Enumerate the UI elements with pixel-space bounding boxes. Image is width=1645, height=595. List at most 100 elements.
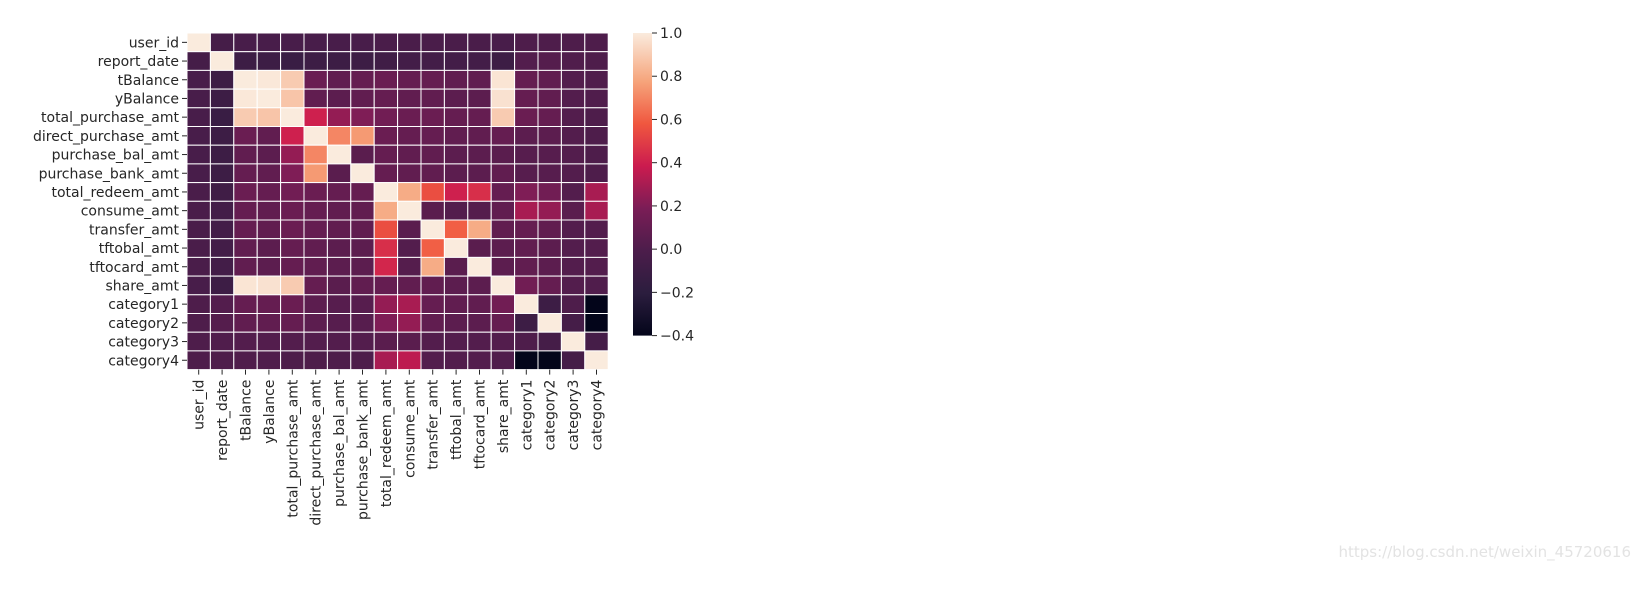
heatmap-cell	[350, 238, 375, 258]
heatmap-cell	[490, 294, 516, 314]
heatmap-cell	[280, 182, 305, 202]
heatmap-cell	[280, 238, 305, 258]
heatmap-cell	[420, 331, 445, 352]
heatmap-cell	[233, 350, 258, 371]
heatmap-cell	[209, 331, 235, 352]
y-tick-label: consume_amt	[81, 204, 180, 220]
heatmap-cell	[467, 238, 492, 258]
heatmap-cell	[256, 126, 282, 146]
heatmap-cell	[397, 313, 422, 333]
heatmap-cell	[537, 294, 562, 314]
heatmap-cell	[280, 107, 305, 128]
heatmap-cell	[280, 88, 305, 109]
heatmap-cell	[537, 200, 562, 221]
heatmap-cell	[256, 350, 282, 371]
heatmap-cell	[560, 331, 586, 352]
heatmap-cell	[537, 238, 562, 258]
heatmap-cell	[326, 126, 352, 146]
heatmap-cell	[490, 238, 516, 258]
heatmap-cell	[420, 88, 445, 109]
heatmap-cell	[514, 275, 539, 296]
heatmap-cell	[326, 313, 352, 333]
colorbar-gradient	[633, 33, 652, 336]
heatmap-cell	[209, 238, 235, 258]
heatmap-cell	[443, 331, 469, 352]
heatmap-cell	[584, 51, 609, 71]
heatmap-cell	[373, 126, 399, 146]
heatmap-cell	[560, 275, 586, 296]
heatmap-cell	[373, 350, 399, 371]
heatmap-cell	[326, 256, 352, 277]
y-tick-label: purchase_bal_amt	[52, 148, 180, 164]
heatmap-cell	[584, 294, 609, 314]
heatmap-cell	[209, 107, 235, 128]
heatmap-cell	[280, 163, 305, 184]
heatmap-cell	[443, 51, 469, 71]
heatmap-cell	[584, 144, 609, 165]
heatmap-cell	[514, 182, 539, 202]
heatmap-cell	[233, 294, 258, 314]
x-tick-label: user_id	[192, 380, 208, 430]
heatmap-cell	[490, 331, 516, 352]
heatmap-cell	[256, 238, 282, 258]
heatmap-cell	[373, 69, 399, 90]
heatmap-cell	[373, 182, 399, 202]
heatmap-cell	[560, 88, 586, 109]
heatmap-cell	[584, 200, 609, 221]
heatmap-cell	[584, 275, 609, 296]
heatmap-cell	[350, 32, 375, 53]
heatmap-cell	[256, 163, 282, 184]
heatmap-cell	[467, 163, 492, 184]
heatmap-cell	[186, 144, 211, 165]
heatmap-cell	[443, 69, 469, 90]
x-tick-label: category2	[543, 380, 559, 451]
heatmap-cell	[209, 256, 235, 277]
y-tick-label: tftobal_amt	[99, 241, 180, 257]
heatmap-cell	[443, 200, 469, 221]
heatmap-cell	[326, 200, 352, 221]
x-tick-label: tBalance	[239, 380, 255, 441]
heatmap-cell	[303, 256, 328, 277]
heatmap-cell	[326, 163, 352, 184]
heatmap-cell	[420, 107, 445, 128]
heatmap-cell	[397, 126, 422, 146]
heatmap-cell	[467, 350, 492, 371]
heatmap-cell	[350, 313, 375, 333]
heatmap-cell	[233, 126, 258, 146]
heatmap-cell	[584, 219, 609, 240]
heatmap-cell	[537, 219, 562, 240]
x-tick-label: share_amt	[496, 379, 512, 453]
heatmap-cell	[303, 88, 328, 109]
heatmap-cell	[186, 200, 211, 221]
heatmap-cell	[280, 144, 305, 165]
heatmap-cell	[490, 313, 516, 333]
heatmap-cell	[467, 275, 492, 296]
heatmap-cell	[443, 350, 469, 371]
x-tick-label: total_redeem_amt	[379, 379, 395, 507]
heatmap-cell	[256, 294, 282, 314]
heatmap-cell	[186, 182, 211, 202]
heatmap-cell	[560, 200, 586, 221]
heatmap-cell	[303, 200, 328, 221]
heatmap-cell	[186, 88, 211, 109]
x-tick-label: direct_purchase_amt	[309, 379, 325, 526]
heatmap-cell	[256, 182, 282, 202]
heatmap-cell	[420, 126, 445, 146]
heatmap-cell	[350, 163, 375, 184]
heatmap-cell	[280, 219, 305, 240]
heatmap-cell	[373, 331, 399, 352]
heatmap-cell	[584, 107, 609, 128]
heatmap-cell	[514, 331, 539, 352]
heatmap-cell	[233, 51, 258, 71]
heatmap-cell	[560, 107, 586, 128]
heatmap-cell	[303, 219, 328, 240]
heatmap-cell	[514, 200, 539, 221]
y-tick-label: report_date	[98, 54, 179, 70]
heatmap-cell	[186, 126, 211, 146]
heatmap-cell	[256, 256, 282, 277]
heatmap-cell	[420, 275, 445, 296]
heatmap-cell	[209, 32, 235, 53]
heatmap-cell	[326, 144, 352, 165]
heatmap-cell	[326, 107, 352, 128]
heatmap-cell	[584, 350, 609, 371]
